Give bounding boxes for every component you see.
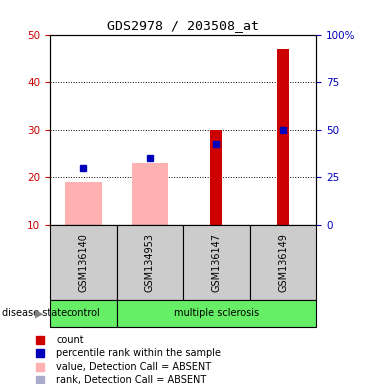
Text: control: control bbox=[66, 308, 100, 318]
Bar bbox=[183, 225, 250, 300]
Bar bbox=[65, 182, 101, 225]
Text: GSM136149: GSM136149 bbox=[278, 233, 288, 291]
Bar bbox=[50, 300, 117, 327]
Text: disease state: disease state bbox=[2, 308, 67, 318]
Text: GSM136147: GSM136147 bbox=[211, 233, 222, 291]
Bar bbox=[211, 130, 222, 225]
Bar bbox=[50, 225, 117, 300]
Text: count: count bbox=[56, 334, 84, 345]
Text: rank, Detection Call = ABSENT: rank, Detection Call = ABSENT bbox=[56, 375, 206, 384]
Text: GSM136140: GSM136140 bbox=[78, 233, 88, 291]
Bar bbox=[250, 225, 316, 300]
Bar bbox=[132, 163, 168, 225]
Text: value, Detection Call = ABSENT: value, Detection Call = ABSENT bbox=[56, 361, 211, 372]
Bar bbox=[117, 225, 183, 300]
Title: GDS2978 / 203508_at: GDS2978 / 203508_at bbox=[107, 19, 259, 32]
Text: ▶: ▶ bbox=[35, 308, 43, 318]
Text: percentile rank within the sample: percentile rank within the sample bbox=[56, 348, 221, 358]
Bar bbox=[277, 49, 289, 225]
Bar bbox=[117, 300, 316, 327]
Text: multiple sclerosis: multiple sclerosis bbox=[174, 308, 259, 318]
Text: GSM134953: GSM134953 bbox=[145, 233, 155, 291]
